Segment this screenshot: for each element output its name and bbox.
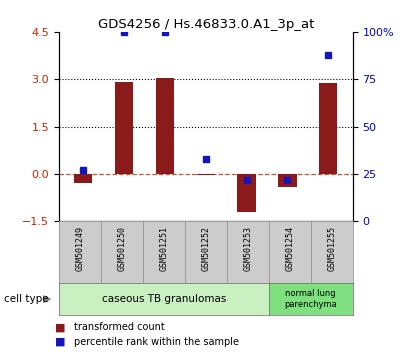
Text: GSM501249: GSM501249 (75, 226, 84, 271)
Bar (278, 174, 297, 187)
Text: GSM501253: GSM501253 (243, 226, 252, 271)
Text: caseous TB granulomas: caseous TB granulomas (102, 294, 226, 304)
Bar (156, 78, 174, 174)
Text: GSM501252: GSM501252 (201, 226, 210, 271)
Text: GSM501250: GSM501250 (117, 226, 126, 271)
Text: GSM501251: GSM501251 (159, 226, 168, 271)
Bar (74, 174, 92, 183)
Text: ■: ■ (55, 337, 65, 347)
Text: transformed count: transformed count (74, 322, 164, 332)
Text: percentile rank within the sample: percentile rank within the sample (74, 337, 239, 347)
Bar (237, 174, 256, 212)
Bar (319, 83, 338, 174)
Text: cell type: cell type (4, 294, 49, 304)
Text: ■: ■ (55, 322, 65, 332)
Text: GSM501254: GSM501254 (285, 226, 294, 271)
Title: GDS4256 / Hs.46833.0.A1_3p_at: GDS4256 / Hs.46833.0.A1_3p_at (97, 18, 314, 31)
Bar (197, 174, 215, 176)
Text: normal lung
parenchyma: normal lung parenchyma (284, 290, 337, 309)
Text: GSM501255: GSM501255 (327, 226, 336, 271)
Bar (115, 82, 133, 174)
